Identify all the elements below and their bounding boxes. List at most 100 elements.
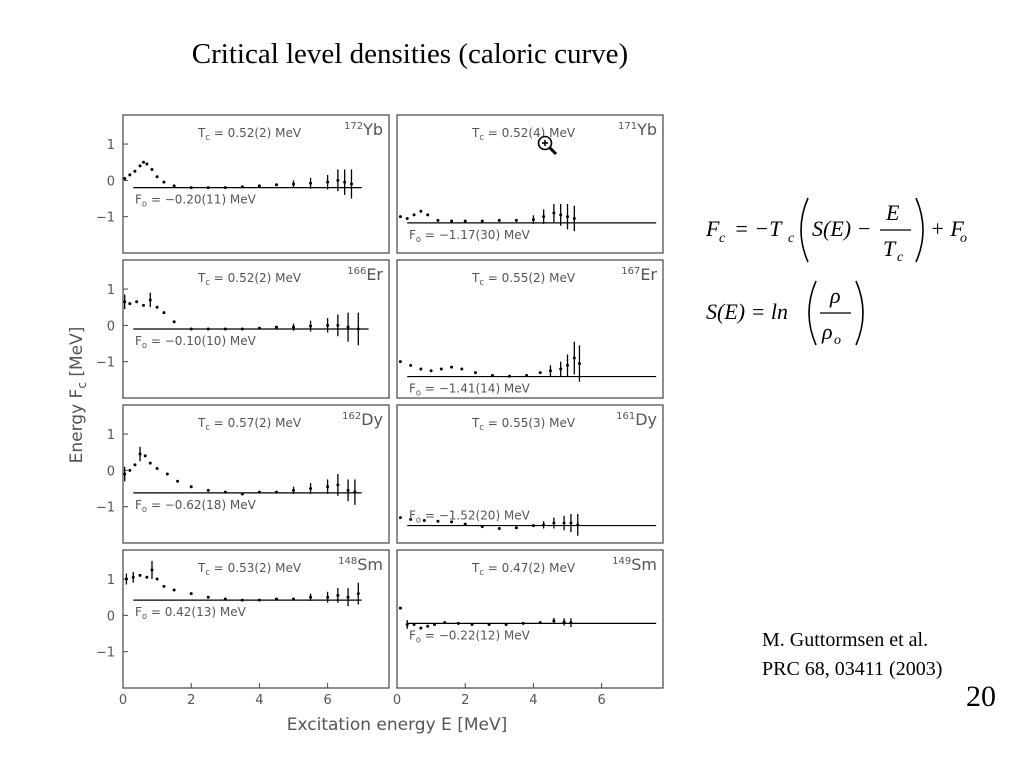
data-point	[436, 519, 440, 523]
nucleus-label: 171Yb	[618, 120, 657, 139]
data-point	[552, 211, 556, 215]
data-point	[150, 167, 154, 171]
data-point	[569, 621, 573, 625]
data-point	[223, 186, 227, 190]
citation-journal: PRC 68, 03411 (2003)	[762, 658, 943, 680]
data-point	[155, 175, 159, 179]
data-point	[326, 485, 330, 489]
data-point	[346, 325, 350, 329]
data-point	[422, 518, 426, 522]
eq2-left-paren	[808, 280, 817, 346]
fo-label: Fo = −0.20(11) MeV	[135, 193, 257, 209]
eq2-lhs: S(E) = ln	[706, 299, 788, 324]
data-point	[426, 213, 430, 217]
data-point	[525, 373, 529, 377]
data-point	[562, 620, 566, 624]
data-point	[497, 526, 501, 530]
y-tick-label: 1	[107, 573, 115, 588]
tc-label: Tc = 0.52(4) MeV	[471, 126, 576, 142]
eq1-lhs-sub: c	[719, 231, 726, 246]
eq1-frac-num: E	[885, 200, 900, 225]
page-number: 20	[966, 680, 996, 713]
data-point	[497, 218, 501, 222]
data-point	[463, 219, 467, 223]
fo-label: Fo = −1.52(20) MeV	[409, 509, 531, 525]
data-point	[398, 360, 402, 364]
data-point	[240, 185, 244, 189]
nucleus-label: 167Er	[621, 265, 657, 284]
panel-166Er: 1 0 −1 Tc = 0.52(2) MeV Fo = −0.10(10) MeV 16…	[96, 259, 390, 399]
data-point	[552, 521, 556, 525]
data-point	[569, 521, 573, 525]
tc-label: Tc = 0.53(2) MeV	[197, 561, 302, 577]
nucleus-label: 148Sm	[338, 555, 383, 574]
data-point	[274, 490, 278, 494]
data-point	[473, 371, 477, 375]
data-point	[274, 183, 278, 187]
data-point	[343, 180, 347, 184]
y-tick-label: 0	[107, 319, 115, 334]
data-point	[172, 184, 176, 188]
data-point	[456, 621, 460, 625]
data-point	[450, 365, 454, 369]
data-point	[138, 452, 142, 456]
eq1-tail-sub: o	[960, 231, 967, 246]
data-point	[155, 467, 159, 471]
data-point	[206, 327, 210, 331]
y-tick-label: −1	[96, 211, 115, 226]
y-tick-label: 0	[107, 174, 115, 189]
data-point	[309, 595, 313, 599]
data-point	[124, 577, 128, 581]
x-tick-label: 6	[323, 693, 331, 708]
data-point	[135, 300, 139, 304]
data-point	[356, 327, 360, 331]
x-tick-label: 6	[597, 693, 605, 708]
data-point	[292, 325, 296, 329]
data-point	[572, 217, 576, 220]
y-tick-label: −1	[96, 501, 115, 516]
data-point	[346, 595, 350, 599]
data-point	[487, 622, 491, 626]
panel-167Er: Tc = 0.55(2) MeV Fo = −1.41(14) MeV 167Er	[396, 259, 664, 399]
data-point	[257, 598, 261, 602]
eq1-s-of-e: S(E) −	[812, 216, 871, 241]
data-point	[346, 488, 350, 492]
data-point	[470, 622, 474, 626]
nucleus-label: 172Yb	[344, 120, 383, 139]
data-point	[480, 525, 484, 529]
data-point	[572, 356, 576, 360]
data-point	[336, 323, 340, 327]
data-point	[257, 490, 261, 494]
fo-label: Fo = −1.41(14) MeV	[409, 382, 531, 398]
data-point	[240, 327, 244, 331]
data-point	[559, 213, 563, 217]
data-point	[240, 598, 244, 602]
eq2-frac-den: ρ	[821, 319, 833, 344]
equation-entropy-drawing: S(E) = ln ρ ρ o	[706, 280, 864, 348]
eq1-right-paren	[915, 197, 924, 263]
data-point	[148, 461, 152, 465]
data-point	[566, 215, 570, 219]
data-point	[490, 373, 494, 377]
data-point	[559, 367, 563, 371]
tc-label: Tc = 0.52(2) MeV	[197, 126, 302, 142]
data-point	[326, 180, 330, 184]
equation-entropy: S(E) = ln ρ ρ o	[706, 275, 886, 351]
data-point	[419, 626, 423, 630]
data-point	[128, 302, 132, 306]
data-point	[566, 363, 570, 367]
data-point	[409, 363, 413, 367]
data-point	[562, 521, 566, 525]
eq1-tail: + F	[930, 216, 964, 241]
data-point	[463, 522, 467, 526]
data-point	[143, 454, 147, 458]
data-point	[336, 483, 340, 487]
data-point	[292, 182, 296, 186]
data-point	[133, 169, 137, 173]
panel-171Yb: Tc = 0.52(4) MeV Fo = −1.17(30) MeV 171Yb	[396, 114, 664, 254]
data-point	[504, 622, 508, 626]
data-point	[162, 584, 166, 588]
y-tick-label: −1	[96, 356, 115, 371]
x-tick-label: 0	[119, 693, 127, 708]
panel-frame	[396, 549, 664, 689]
